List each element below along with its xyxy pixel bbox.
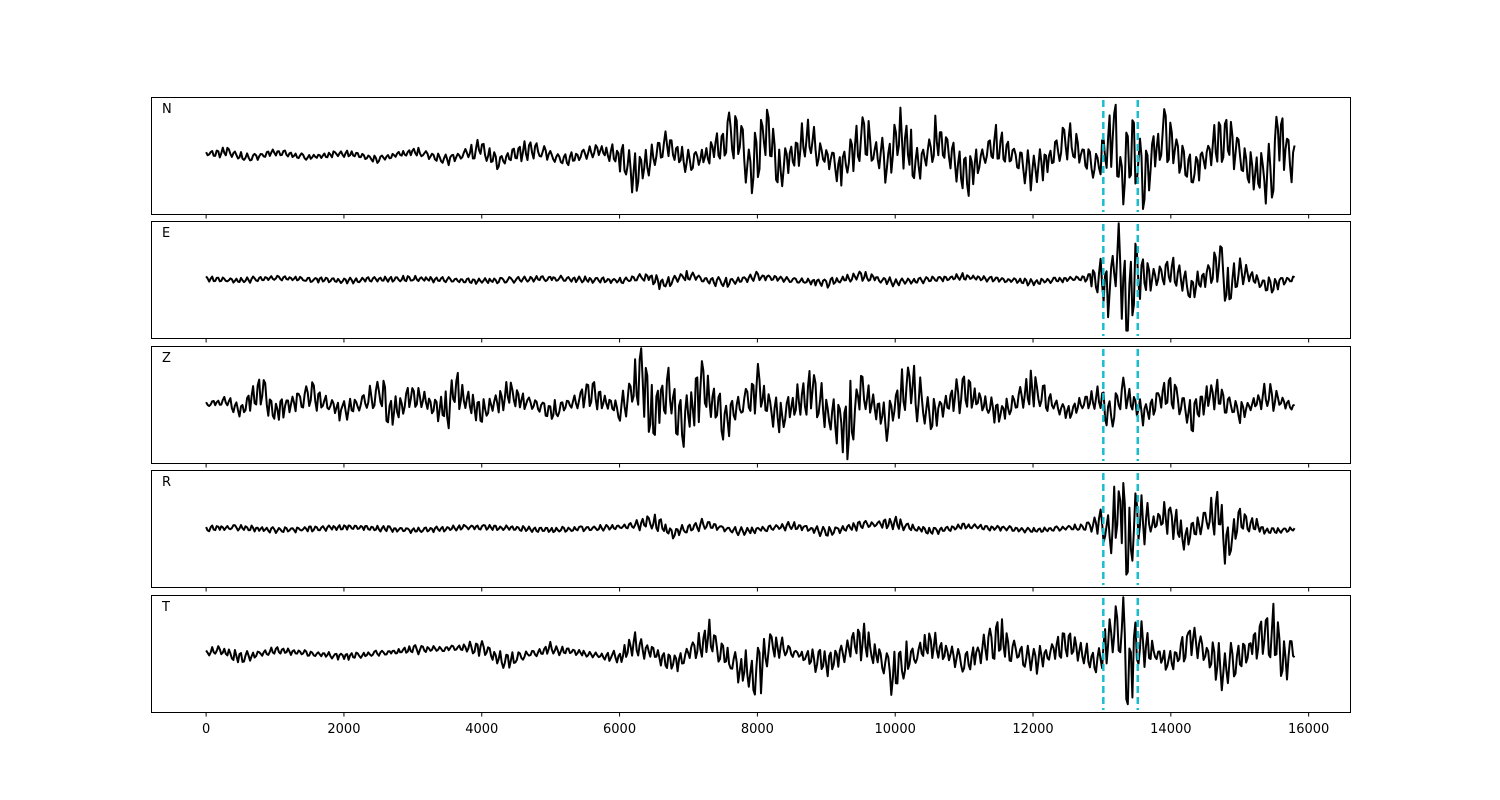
trace-n (205, 103, 1296, 210)
trace-e (205, 222, 1295, 332)
x-tick-label: 4000 (465, 722, 498, 737)
panel-frame (151, 221, 1351, 339)
panel-label: R (162, 475, 171, 490)
x-axis: 0 2000 4000 6000 8000 10000 12000 14000 16000 (202, 722, 1329, 737)
panel-z: Z (151, 346, 1351, 468)
panel-label: T (161, 600, 170, 615)
x-tick-label: 10000 (875, 722, 916, 737)
panel-n: N (151, 97, 1351, 219)
x-tick-label: 16000 (1288, 722, 1329, 737)
trace-r (205, 482, 1296, 576)
panel-frame (151, 346, 1351, 464)
panel-frame (151, 470, 1351, 588)
trace-z (205, 347, 1295, 461)
x-tick-label: 8000 (741, 722, 774, 737)
x-tick-label: 12000 (1012, 722, 1053, 737)
trace-t (205, 596, 1296, 706)
panels-group: N E Z R T (151, 97, 1351, 717)
x-tick-label: 0 (202, 722, 210, 737)
panel-frame (151, 97, 1351, 215)
panel-r: R (151, 470, 1351, 592)
x-tick-label: 2000 (327, 722, 360, 737)
panel-label: Z (162, 351, 171, 366)
panel-frame (151, 595, 1351, 713)
panel-e: E (151, 221, 1351, 343)
panel-label: E (162, 226, 170, 241)
panel-t: T (151, 595, 1351, 717)
x-tick-label: 14000 (1150, 722, 1191, 737)
panel-label: N (162, 102, 172, 117)
x-tick-label: 6000 (603, 722, 636, 737)
